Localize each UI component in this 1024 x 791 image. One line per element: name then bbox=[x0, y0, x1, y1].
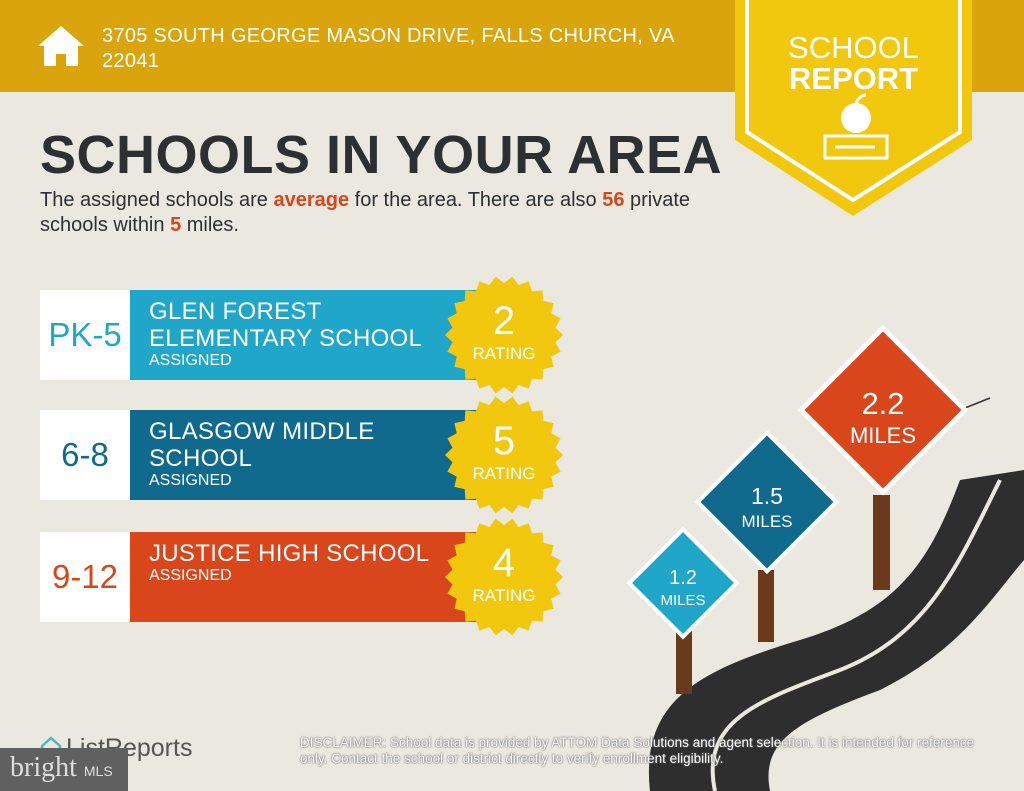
disclaimer-text: DISCLAIMER: School data is provided by A… bbox=[300, 735, 975, 766]
rating-seal-icon bbox=[445, 276, 563, 394]
school-info: GLASGOW MIDDLE SCHOOL ASSIGNED bbox=[130, 410, 490, 500]
rating-value: 2 bbox=[492, 299, 516, 343]
distance-value: 1.2 bbox=[669, 567, 697, 589]
school-name: GLEN FOREST ELEMENTARY SCHOOL bbox=[149, 298, 423, 352]
rating-value: 5 bbox=[492, 419, 516, 463]
home-icon bbox=[38, 26, 84, 66]
badge-line-2: REPORT bbox=[788, 61, 919, 96]
school-row: 9-12 JUSTICE HIGH SCHOOL ASSIGNED 4 RATING bbox=[40, 518, 563, 636]
apple-on-book-icon bbox=[823, 93, 889, 160]
rating-seal-icon bbox=[445, 518, 563, 636]
road-signs-illustration: 1.2 MILES 1.5 MILES 2.2 MILES bbox=[626, 324, 1024, 791]
rating-label: RATING bbox=[472, 586, 536, 605]
property-address: 3705 SOUTH GEORGE MASON DRIVE, FALLS CHU… bbox=[102, 25, 674, 72]
school-status: ASSIGNED bbox=[149, 352, 232, 369]
distance-sign: 1.2 MILES bbox=[626, 526, 740, 640]
grade-range: 6-8 bbox=[40, 410, 130, 500]
grade-range: PK-5 bbox=[40, 290, 130, 380]
quality-highlight: average bbox=[273, 189, 350, 211]
summary-text: The assigned schools are average for the… bbox=[40, 189, 691, 236]
page-title: SCHOOLS IN YOUR AREA bbox=[40, 125, 723, 185]
road bbox=[648, 470, 1024, 791]
school-name: JUSTICE HIGH SCHOOL bbox=[149, 540, 430, 567]
rating-label: RATING bbox=[472, 344, 536, 363]
rating-label: RATING bbox=[472, 464, 536, 483]
school-status: ASSIGNED bbox=[149, 472, 232, 489]
private-count: 56 bbox=[602, 189, 625, 211]
road-line bbox=[710, 479, 1002, 791]
school-name: GLASGOW MIDDLE SCHOOL bbox=[149, 418, 375, 472]
bright-mls-watermark: bright MLS bbox=[0, 748, 128, 791]
distance-value: 2.2 bbox=[861, 386, 904, 421]
school-row: 6-8 GLASGOW MIDDLE SCHOOL ASSIGNED 5 RATIN… bbox=[40, 396, 563, 514]
rating-seal-icon bbox=[445, 396, 563, 514]
disclaimer-label: DISCLAIMER: bbox=[300, 735, 387, 750]
badge-line-1: SCHOOL bbox=[788, 30, 919, 65]
distance-unit: MILES bbox=[660, 592, 705, 609]
radius-miles: 5 bbox=[170, 214, 182, 236]
distance-unit: MILES bbox=[741, 512, 792, 531]
grade-range: 9-12 bbox=[40, 532, 130, 622]
distance-sign: 2.2 MILES bbox=[797, 324, 969, 496]
rating-value: 4 bbox=[492, 541, 516, 585]
school-info: JUSTICE HIGH SCHOOL ASSIGNED bbox=[130, 532, 490, 622]
school-row: PK-5 GLEN FOREST ELEMENTARY SCHOOL ASSIGN… bbox=[40, 276, 563, 394]
distance-unit: MILES bbox=[850, 423, 916, 448]
school-info: GLEN FOREST ELEMENTARY SCHOOL ASSIGNED bbox=[130, 290, 490, 380]
school-status: ASSIGNED bbox=[149, 567, 232, 584]
distance-sign: 1.5 MILES bbox=[694, 429, 840, 575]
distance-value: 1.5 bbox=[751, 483, 783, 509]
school-report-badge bbox=[735, 0, 972, 216]
